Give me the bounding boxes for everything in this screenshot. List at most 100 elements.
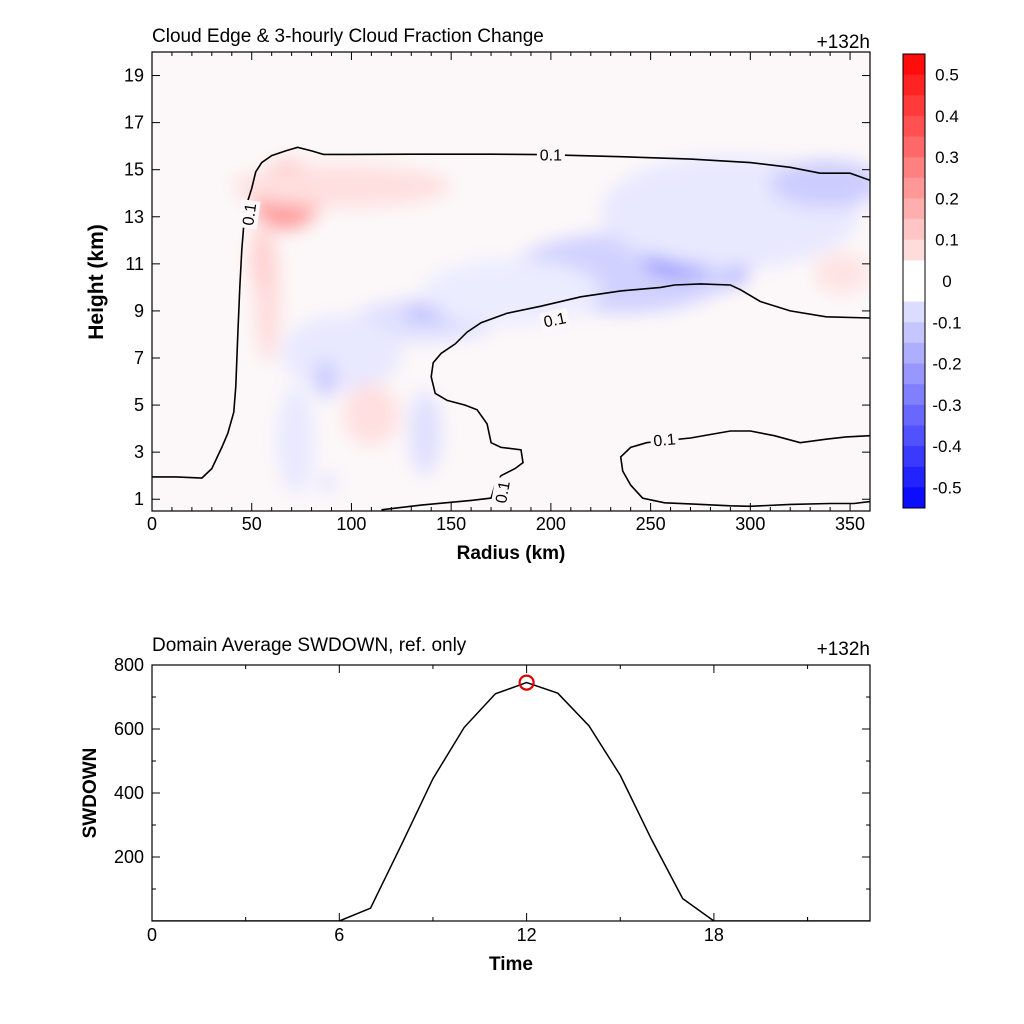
y-tick-label: 19: [124, 66, 144, 86]
contour-label-background: [539, 307, 571, 333]
field-anomaly-blob: [231, 164, 452, 208]
top-chart-title: Cloud Edge & 3-hourly Cloud Fraction Cha…: [152, 26, 544, 47]
contour-label: 0.1: [536, 145, 565, 165]
colorbar-swatch: [903, 425, 925, 447]
colorbar-swatch: [903, 363, 925, 385]
colorbar-swatch: [903, 487, 925, 509]
colorbar-label: -0.4: [932, 437, 961, 456]
colorbar-label: -0.5: [932, 478, 961, 497]
x-tick-label: 150: [436, 514, 466, 534]
field-anomaly-blob: [315, 360, 336, 399]
colorbar-label: 0.4: [935, 107, 959, 126]
contour-label-text: 0.1: [542, 310, 567, 331]
contour-label-text: 0.1: [493, 480, 514, 505]
colorbar-label: 0.2: [935, 189, 959, 208]
y-tick-label: 200: [114, 847, 144, 867]
field-anomaly-blob: [317, 473, 338, 493]
colorbar-swatch: [903, 95, 925, 117]
colorbar-swatch: [903, 136, 925, 158]
bottom-x-axis-label: Time: [489, 954, 533, 975]
y-tick-label: 1: [134, 489, 144, 509]
y-tick-label: 400: [114, 783, 144, 803]
y-tick-label: 7: [134, 348, 144, 368]
contour-label: 0.1: [237, 199, 261, 230]
colorbar-swatch: [903, 322, 925, 344]
bottom-y-axis-label: SWDOWN: [80, 748, 101, 839]
contour-line: [381, 283, 870, 511]
bottom-y-axis-ticks: 200 400 600 800: [114, 655, 870, 890]
contour-label-text: 0.1: [653, 431, 677, 450]
bottom-x-axis-ticks: 0 6 12 18: [147, 665, 809, 945]
swdown-panel: Domain Average SWDOWN, ref. only +132h 0…: [80, 635, 871, 975]
field-anomaly-blob: [343, 383, 400, 446]
contour-line: [152, 146, 870, 479]
contour-label-background: [237, 199, 261, 230]
field-anomaly-blob: [409, 390, 442, 476]
bottom-chart-time-label: +132h: [817, 639, 870, 660]
y-tick-label: 17: [124, 113, 144, 133]
contour-line: [619, 430, 870, 508]
x-tick-label: 12: [517, 925, 537, 945]
x-tick-label: 18: [704, 925, 724, 945]
colorbar-swatch: [903, 404, 925, 426]
y-tick-label: 11: [125, 254, 144, 274]
contour-label-background: [536, 145, 565, 165]
top-chart-time-label: +132h: [817, 32, 870, 53]
colorbar-swatch: [903, 115, 925, 138]
x-tick-label: 0: [147, 514, 157, 534]
x-tick-label: 300: [735, 514, 765, 534]
colorbar-swatch: [903, 198, 925, 220]
colorbar-swatch: [903, 260, 925, 282]
contour-label-text: 0.1: [540, 148, 562, 165]
contour-label: 0.1: [539, 307, 571, 333]
colorbar-swatch: [903, 301, 925, 323]
x-tick-label: 0: [147, 925, 157, 945]
colorbar-label: 0.5: [935, 66, 959, 85]
current-time-marker-group: [518, 674, 535, 691]
swdown-series: [152, 681, 870, 921]
y-tick-label: 5: [134, 395, 144, 415]
colorbar-swatch: [903, 446, 925, 468]
colorbar-swatch: [903, 74, 925, 96]
colorbar-frame: [902, 53, 926, 509]
y-tick-label: 3: [134, 442, 144, 462]
colorbar-swatch: [903, 384, 925, 406]
contour-label-background: [649, 429, 680, 451]
y-tick-label: 15: [124, 160, 144, 180]
colorbar-label: -0.1: [932, 313, 961, 332]
contour-labels: 0.1 0.1 0.1 0.1 0.1: [237, 145, 680, 508]
contour-label: 0.1: [649, 429, 680, 451]
colorbar-swatch: [903, 219, 925, 241]
colorbar-swatch: [903, 342, 925, 365]
colorbar-swatch: [903, 177, 925, 199]
colorbar-tick-labels: 0.5 0.4 0.3 0.2 0.1 0 -0.1 -0.2 -0.3 -0.4 -0.5: [932, 66, 961, 498]
colorbar-label: -0.3: [932, 396, 961, 415]
cloud-fraction-panel: Cloud Edge & 3-hourly Cloud Fraction Cha…: [85, 26, 871, 564]
top-y-axis-label: Height (km): [85, 224, 108, 340]
x-tick-label: 250: [636, 514, 666, 534]
x-tick-label: 350: [835, 514, 865, 534]
contour-label: 0.1: [490, 476, 515, 508]
field-anomaly-blob: [814, 252, 870, 295]
cloud-fraction-field: [231, 155, 870, 495]
x-tick-label: 200: [536, 514, 566, 534]
contour-label-background: [490, 476, 515, 508]
current-time-marker: [518, 674, 535, 691]
field-anomaly-blob: [421, 259, 601, 326]
y-tick-label: 13: [124, 207, 144, 227]
x-tick-label: 6: [334, 925, 344, 945]
field-anomaly-blob: [281, 315, 402, 391]
top-x-axis-label: Radius (km): [457, 543, 566, 564]
colorbar: 0.5 0.4 0.3 0.2 0.1 0 -0.1 -0.2 -0.3 -0.4 -0.5: [902, 53, 962, 509]
colorbar-label: 0: [942, 272, 951, 291]
cloud-edge-contours: [152, 146, 870, 511]
bottom-plot-background: [152, 665, 870, 921]
contour-label-text: 0.1: [240, 202, 260, 226]
field-anomaly-blob: [249, 226, 274, 293]
field-anomaly-blob: [277, 386, 314, 495]
colorbar-label: 0.3: [935, 148, 959, 167]
x-tick-label: 50: [242, 514, 262, 534]
top-x-axis-ticks: 0 50 100 150 200 250 300 350: [147, 52, 865, 534]
y-tick-label: 600: [114, 719, 144, 739]
